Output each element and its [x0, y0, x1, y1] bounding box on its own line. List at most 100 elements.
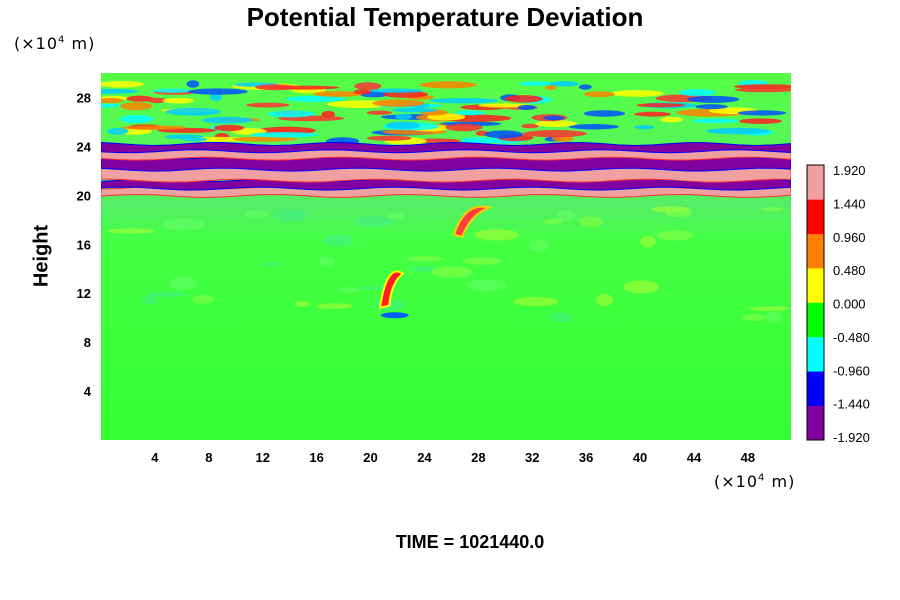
- y-axis-unit: (×104 m): [14, 34, 96, 53]
- field-blob: [267, 110, 315, 118]
- field-blob: [249, 132, 320, 138]
- field-blob: [338, 287, 359, 293]
- field-blob: [162, 97, 195, 104]
- field-blob: [634, 111, 672, 117]
- y-axis-ticks: 4 8 12 16 20 24 28: [77, 90, 92, 399]
- colorbar-label: 1.920: [833, 163, 866, 178]
- x-tick-label: 24: [417, 450, 432, 465]
- colorbar-segment: [807, 378, 824, 386]
- field-blob: [354, 215, 393, 227]
- colorbar-segment: [807, 261, 824, 269]
- colorbar-segment: [807, 302, 824, 310]
- field-blob: [169, 276, 198, 290]
- colorbar-segment: [807, 350, 824, 358]
- field-blob: [354, 82, 382, 91]
- colorbar-label: -1.440: [833, 397, 870, 412]
- colorbar-segment: [807, 316, 824, 324]
- colorbar-segment: [807, 330, 824, 338]
- colorbar-segment: [807, 226, 824, 235]
- field-blob: [107, 127, 129, 135]
- field-blob: [687, 95, 740, 103]
- x-tick-label: 28: [471, 450, 485, 465]
- colorbar-segment: [807, 295, 824, 303]
- field-blob: [366, 110, 392, 115]
- colorbar-segment: [807, 433, 824, 441]
- heatmap-plot-area: [101, 73, 791, 440]
- field-blob: [517, 104, 536, 111]
- colorbar-frame: [806, 164, 825, 441]
- colorbar-label: -0.480: [833, 330, 870, 345]
- field-blob: [636, 103, 686, 108]
- field-blob: [264, 261, 279, 268]
- field-blob: [313, 91, 364, 97]
- colorbar-segment: [807, 185, 824, 193]
- x-tick-label: 40: [633, 450, 647, 465]
- colorbar-label: 1.440: [833, 196, 866, 211]
- x-tick-label: 36: [579, 450, 593, 465]
- colorbar-segment: [807, 323, 824, 331]
- colorbar-segment: [807, 371, 824, 379]
- field-blob: [596, 293, 614, 307]
- field-blob: [431, 266, 472, 278]
- colorbar-label: -0.960: [833, 363, 870, 378]
- chart-title: Potential Temperature Deviation: [246, 2, 644, 32]
- field-blob: [742, 313, 766, 322]
- field-blob: [119, 115, 154, 124]
- field-blob: [106, 228, 155, 234]
- y-tick-label: 20: [77, 188, 91, 203]
- field-blob: [141, 294, 158, 305]
- colorbar-segment: [807, 206, 824, 214]
- colorbar-segment: [807, 336, 824, 345]
- field-blob: [187, 88, 248, 95]
- colorbar-segment: [807, 419, 824, 427]
- field-blob: [445, 123, 483, 132]
- field-blob: [285, 95, 347, 102]
- field-blob: [733, 84, 791, 89]
- field-blob: [549, 81, 580, 87]
- field-blob: [395, 113, 412, 120]
- field-blob: [543, 218, 563, 225]
- field-blob: [372, 99, 425, 107]
- field-blob: [543, 115, 565, 121]
- field-blob: [455, 110, 485, 116]
- x-tick-label: 20: [363, 450, 377, 465]
- x-tick-label: 8: [205, 450, 212, 465]
- field-blob: [165, 107, 221, 116]
- colorbar-segment: [807, 309, 824, 317]
- colorbar-label: 0.000: [833, 297, 866, 312]
- field-blob: [695, 104, 728, 110]
- colorbar-label: -1.920: [833, 430, 870, 445]
- field-blob: [201, 116, 254, 124]
- field-blob: [119, 102, 153, 111]
- field-blob: [255, 84, 296, 91]
- field-blob: [186, 80, 200, 88]
- heatmap-bands: [101, 142, 791, 198]
- field-blob: [147, 291, 188, 297]
- field-blob: [656, 230, 694, 241]
- heatmap-field: [101, 80, 791, 323]
- field-blob: [419, 81, 477, 89]
- field-blob: [513, 296, 559, 307]
- colorbar-segment: [807, 385, 824, 393]
- colorbar-segment: [807, 247, 824, 255]
- field-blob: [391, 107, 438, 113]
- x-tick-label: 4: [151, 450, 159, 465]
- y-tick-label: 16: [77, 237, 91, 252]
- field-blob: [660, 116, 683, 123]
- plume: [452, 205, 493, 239]
- field-blob: [522, 129, 587, 138]
- field-blob: [578, 84, 592, 90]
- field-blob: [353, 89, 372, 95]
- colorbar-segment: [807, 275, 824, 283]
- y-tick-label: 24: [77, 139, 92, 154]
- field-blob: [368, 88, 423, 93]
- field-blob: [737, 110, 787, 116]
- colorbar-segment: [807, 199, 824, 207]
- field-blob: [766, 311, 782, 323]
- field-blob: [578, 216, 604, 227]
- field-blob: [316, 303, 354, 310]
- colorbar-segment: [807, 405, 824, 413]
- field-blob: [748, 306, 791, 311]
- field-blob: [213, 124, 245, 132]
